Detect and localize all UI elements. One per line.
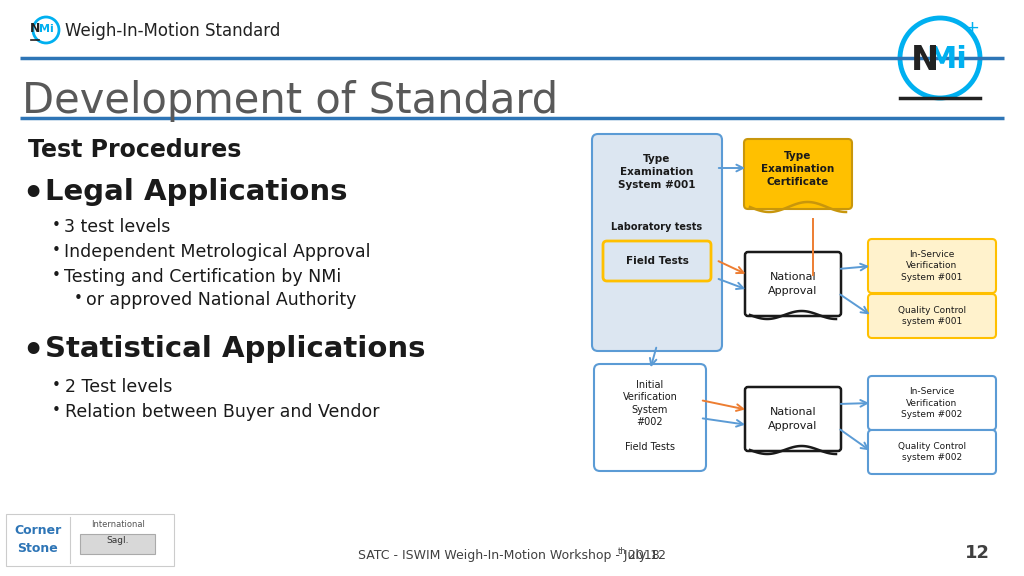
Text: Type
Examination
Certificate: Type Examination Certificate xyxy=(762,151,835,187)
Text: Statistical Applications: Statistical Applications xyxy=(45,335,426,363)
Text: Corner: Corner xyxy=(14,524,61,537)
Text: 2018: 2018 xyxy=(624,549,659,562)
Text: Field Tests: Field Tests xyxy=(626,256,688,266)
Text: Type
Examination
System #001: Type Examination System #001 xyxy=(618,154,695,191)
Text: +: + xyxy=(965,19,980,37)
Text: Laboratory tests: Laboratory tests xyxy=(611,222,702,232)
FancyBboxPatch shape xyxy=(744,139,852,209)
Text: In-Service
Verification
System #001: In-Service Verification System #001 xyxy=(901,251,963,282)
Text: •: • xyxy=(52,403,60,418)
FancyBboxPatch shape xyxy=(868,239,996,293)
FancyBboxPatch shape xyxy=(745,387,841,451)
Text: National
Approval: National Approval xyxy=(768,272,818,295)
Text: •: • xyxy=(22,335,43,368)
Text: •: • xyxy=(52,243,60,258)
Text: Stone: Stone xyxy=(17,542,58,555)
FancyBboxPatch shape xyxy=(594,364,706,471)
Text: Mi: Mi xyxy=(927,46,968,74)
Text: •: • xyxy=(22,178,43,211)
Text: 12: 12 xyxy=(965,544,990,562)
FancyBboxPatch shape xyxy=(80,534,155,554)
Text: Development of Standard: Development of Standard xyxy=(22,80,558,122)
Text: 2 Test levels: 2 Test levels xyxy=(65,378,172,396)
Text: Independent Metrological Approval: Independent Metrological Approval xyxy=(63,243,371,261)
FancyBboxPatch shape xyxy=(6,514,174,566)
Text: N: N xyxy=(911,44,939,77)
FancyBboxPatch shape xyxy=(868,294,996,338)
Text: Mi: Mi xyxy=(39,24,53,34)
Text: Weigh-In-Motion Standard: Weigh-In-Motion Standard xyxy=(65,22,281,40)
Text: Field Tests: Field Tests xyxy=(625,442,675,452)
Text: Sagl.: Sagl. xyxy=(106,536,129,545)
Text: In-Service
Verification
System #002: In-Service Verification System #002 xyxy=(901,388,963,419)
Text: Testing and Certification by NMi: Testing and Certification by NMi xyxy=(63,268,341,286)
Text: •: • xyxy=(52,268,60,283)
Text: Test Procedures: Test Procedures xyxy=(28,138,242,162)
Text: Relation between Buyer and Vendor: Relation between Buyer and Vendor xyxy=(65,403,380,421)
Text: Initial
Verification
System
#002: Initial Verification System #002 xyxy=(623,380,678,427)
Text: or approved National Authority: or approved National Authority xyxy=(86,291,356,309)
Text: Quality Control
system #001: Quality Control system #001 xyxy=(898,306,966,326)
Text: International: International xyxy=(91,520,145,529)
FancyBboxPatch shape xyxy=(592,134,722,351)
Text: •: • xyxy=(74,291,83,306)
Text: Legal Applications: Legal Applications xyxy=(45,178,347,206)
Text: N: N xyxy=(30,22,40,36)
Text: •: • xyxy=(52,218,60,233)
Text: Quality Control
system #002: Quality Control system #002 xyxy=(898,442,966,462)
FancyBboxPatch shape xyxy=(603,241,711,281)
Text: National
Approval: National Approval xyxy=(768,407,818,431)
FancyBboxPatch shape xyxy=(868,376,996,430)
FancyBboxPatch shape xyxy=(868,430,996,474)
Text: 3 test levels: 3 test levels xyxy=(63,218,170,236)
FancyBboxPatch shape xyxy=(745,252,841,316)
Text: th: th xyxy=(618,547,627,556)
Text: SATC - ISWIM Weigh-In-Motion Workshop - July 12: SATC - ISWIM Weigh-In-Motion Workshop - … xyxy=(358,549,666,562)
Text: •: • xyxy=(52,378,60,393)
